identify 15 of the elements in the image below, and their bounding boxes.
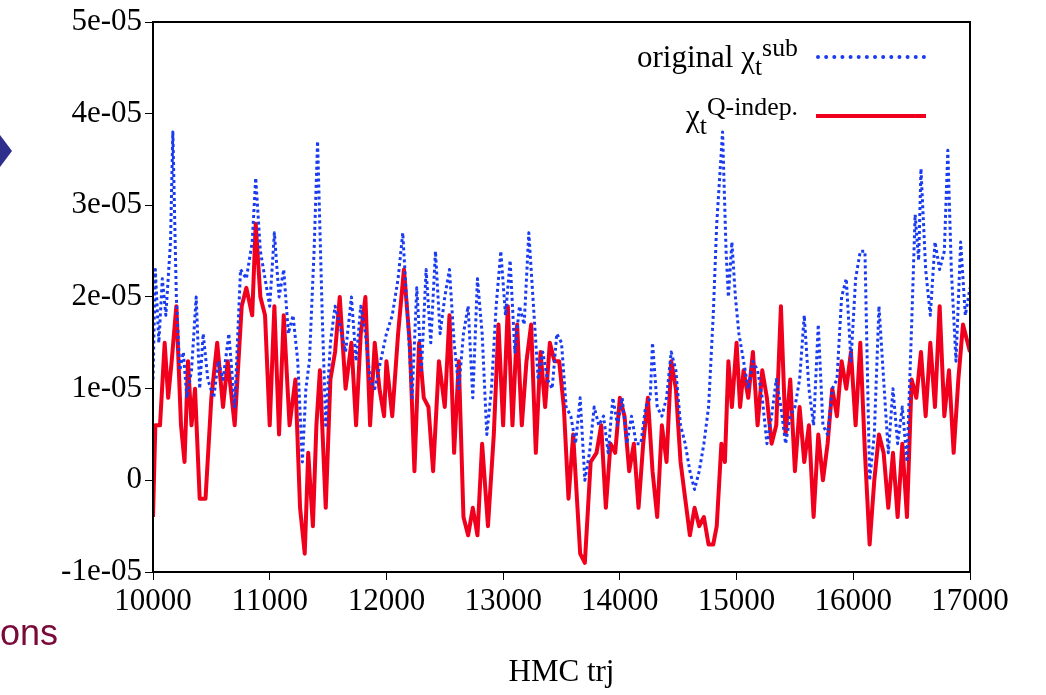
x-tick-label: 15000 [697,581,776,617]
text: ons [0,612,59,654]
y-tick-label: 2e-05 [71,277,142,313]
y-tick-label: 3e-05 [71,185,142,221]
x-tick-label: 14000 [581,581,659,617]
y-tick-label: 1e-05 [71,368,142,404]
y-tick-label: 0 [126,460,142,496]
y-tick-label: 5e-05 [71,2,142,38]
x-tick-label: 13000 [464,581,542,617]
x-tick-label: 11000 [231,581,308,617]
x-axis-title: HMC trj [508,652,615,688]
x-tick-label: 12000 [347,581,426,617]
x-tick-label: 17000 [931,581,1009,617]
x-tick-label: 16000 [814,581,893,617]
y-tick-label: 4e-05 [71,93,142,129]
